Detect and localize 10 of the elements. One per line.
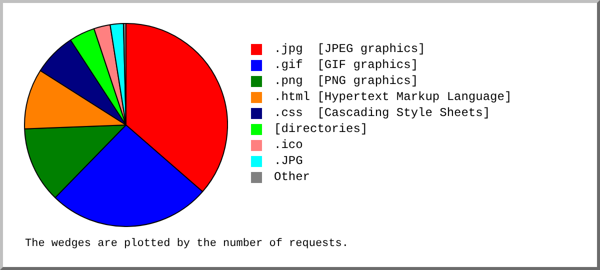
legend-label: .png [PNG graphics] [274, 74, 418, 88]
legend-label: .ico [274, 138, 303, 152]
legend-label: [directories] [274, 122, 368, 136]
legend-label: .jpg [JPEG graphics] [274, 42, 426, 56]
legend-label: Other [274, 170, 310, 184]
legend-label: .JPG [274, 154, 303, 168]
legend-label: .css [Cascading Style Sheets] [274, 106, 490, 120]
legend-label: .html [Hypertext Markup Language] [274, 90, 512, 104]
legend-label: .gif [GIF graphics] [274, 58, 418, 72]
text: The wedges are plotted by the number of requests. [25, 238, 348, 250]
